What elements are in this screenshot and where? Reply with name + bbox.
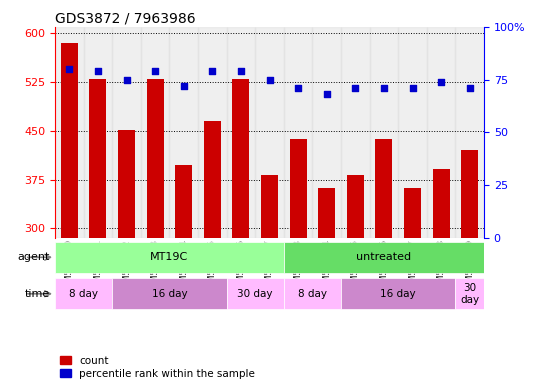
FancyBboxPatch shape [55, 278, 112, 310]
Point [208, 68, 217, 74]
Text: MT19C: MT19C [150, 252, 189, 262]
Point [94, 68, 102, 74]
Bar [346, 175, 364, 238]
Text: 30 day: 30 day [238, 289, 273, 299]
Bar [146, 79, 164, 238]
Bar [255, 27, 284, 238]
Bar [204, 121, 221, 238]
Text: agent: agent [17, 252, 50, 262]
Text: 16 day: 16 day [381, 289, 416, 299]
Bar [398, 27, 427, 238]
Point [265, 76, 274, 83]
Bar [60, 43, 78, 238]
Bar [427, 27, 455, 238]
FancyBboxPatch shape [112, 278, 227, 310]
Bar [375, 139, 393, 238]
Point [408, 85, 417, 91]
FancyBboxPatch shape [55, 242, 284, 273]
Bar [112, 27, 141, 238]
Legend: count, percentile rank within the sample: count, percentile rank within the sample [60, 356, 255, 379]
Text: 8 day: 8 day [298, 289, 327, 299]
Bar [84, 27, 112, 238]
Bar [284, 27, 312, 238]
Bar [118, 129, 135, 238]
Bar [55, 27, 84, 238]
Bar [227, 27, 255, 238]
Point [465, 85, 474, 91]
Text: time: time [24, 289, 50, 299]
Bar [141, 27, 169, 238]
Point [322, 91, 331, 98]
Bar [341, 27, 370, 238]
Point [179, 83, 188, 89]
Bar [198, 27, 227, 238]
Point [294, 85, 302, 91]
FancyBboxPatch shape [284, 242, 484, 273]
Text: 30
day: 30 day [460, 283, 479, 305]
Point [437, 79, 446, 85]
Point [236, 68, 245, 74]
Point [65, 66, 74, 72]
Bar [175, 165, 192, 238]
FancyBboxPatch shape [227, 278, 284, 310]
Bar [318, 188, 336, 238]
Bar [312, 27, 341, 238]
FancyBboxPatch shape [284, 278, 341, 310]
Point [379, 85, 388, 91]
Bar [432, 169, 450, 238]
Bar [261, 175, 278, 238]
Text: 8 day: 8 day [69, 289, 98, 299]
Text: 16 day: 16 day [152, 289, 187, 299]
Point [122, 76, 131, 83]
Bar [455, 27, 484, 238]
FancyBboxPatch shape [341, 278, 455, 310]
Bar [461, 151, 478, 238]
Bar [89, 79, 107, 238]
Bar [232, 79, 250, 238]
Point [351, 85, 360, 91]
Text: untreated: untreated [356, 252, 411, 262]
Bar [404, 188, 421, 238]
Point [151, 68, 160, 74]
Text: GDS3872 / 7963986: GDS3872 / 7963986 [55, 12, 196, 26]
Bar [169, 27, 198, 238]
Bar [370, 27, 398, 238]
FancyBboxPatch shape [455, 278, 484, 310]
Bar [289, 139, 307, 238]
